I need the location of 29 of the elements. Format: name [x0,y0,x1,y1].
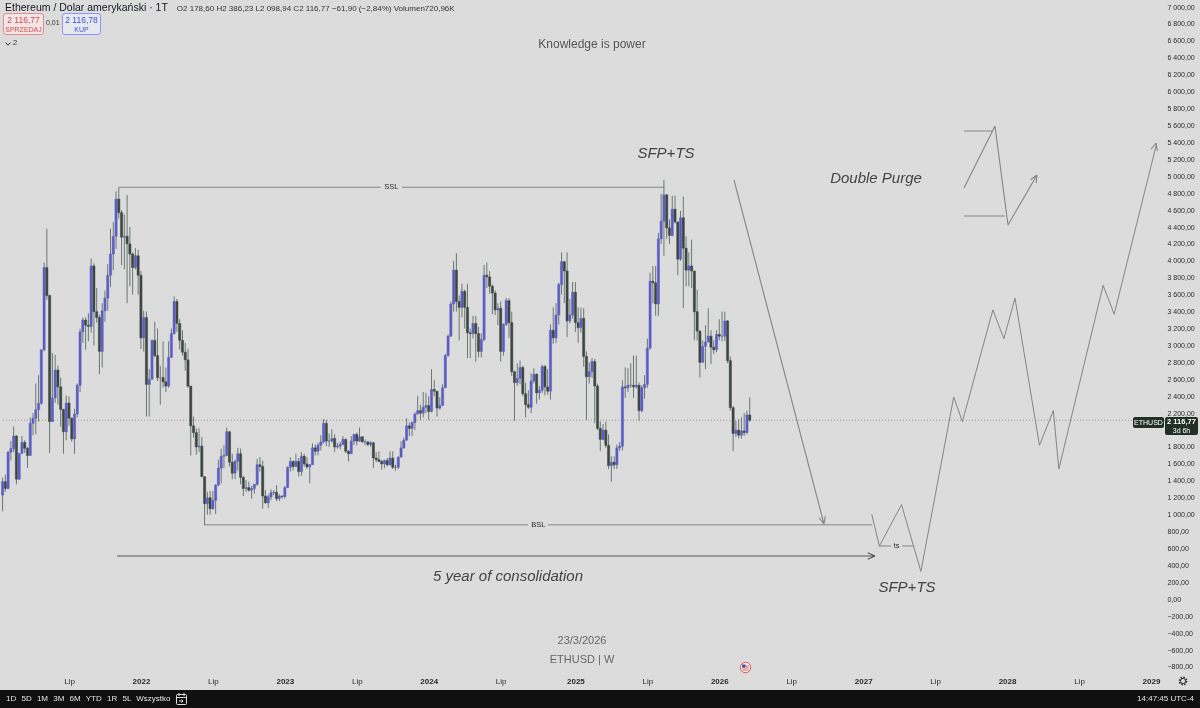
annotation: 5 year of consolidation [432,567,584,585]
x-tick-label: 2022 [132,676,151,686]
x-tick-label: Lip [642,676,654,686]
x-tick-label: Lip [208,676,220,686]
x-tick-label: 2025 [566,676,586,686]
annotation: O2 178,60 H2 386,23 L2 098,94 C2 116,77 −61,90 (−2,84%) Volumen720,96K [176,4,455,14]
x-tick-label: 2028 [998,676,1018,686]
chart-title: Ethereum / Dolar amerykański · 1T [5,1,168,14]
text: 1D 5D 1M 3M 6M YTD 1R 5L Wszystko [6,694,171,704]
x-tick-label: Lip [64,676,76,686]
x-tick-label: 2027 [854,676,874,686]
annotation: 23/3/2026 [556,634,608,647]
x-tick-label: 2024 [420,676,439,686]
x-tick-label: 2026 [710,676,730,686]
annotation: 2 116,77 [6,15,41,25]
annotation: SFP+TS [878,578,936,596]
annotation: ETHUSD | W [548,653,616,666]
x-tick-label: Lip [495,676,508,686]
annotation: SFP+TS [637,144,695,162]
annotation: Double Purge [830,169,922,187]
x-tick-label: 2023 [276,676,295,686]
text: 14:47:45 UTC-4 [1137,694,1194,704]
annotation: 2 116,78 [64,15,99,25]
text: Knowledge is power [537,37,647,52]
x-tick-label: Lip [786,676,798,686]
x-tick-label: Lip [1074,676,1086,686]
x-tick-label: 2029 [1142,676,1161,686]
x-tick-label: Lip [351,676,364,686]
x-tick-label: Lip [930,676,942,686]
